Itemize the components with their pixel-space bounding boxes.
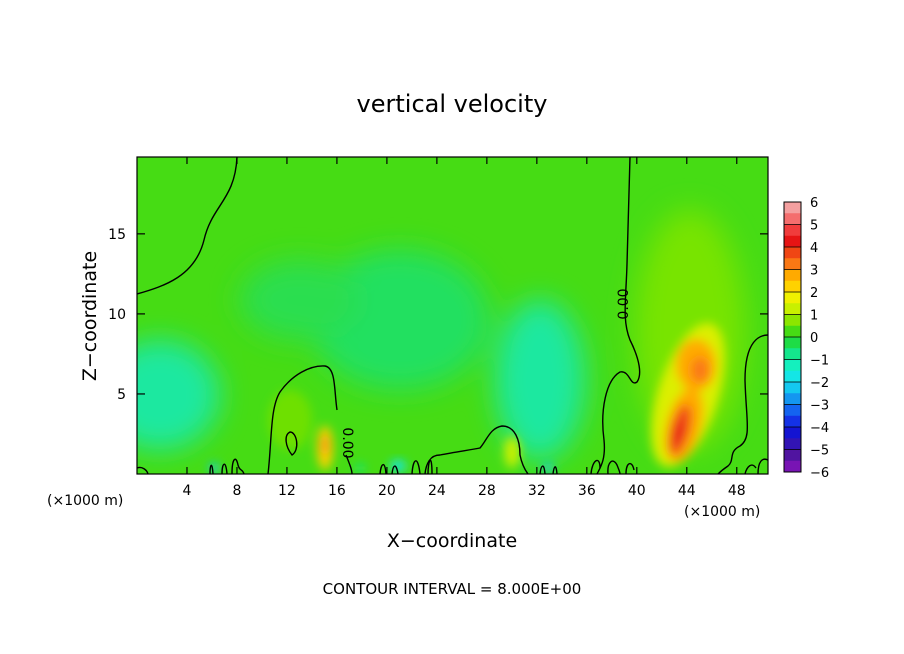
contour-line (379, 459, 433, 474)
contour-line (717, 334, 768, 474)
contour-label: 0.00 (616, 288, 632, 319)
colorbar-tick-label: 4 (810, 241, 818, 256)
x-tick-label: 28 (478, 483, 496, 499)
colorbar-tick-label: 1 (810, 309, 818, 324)
colorbar-swatch (784, 460, 801, 473)
colorbar-swatch (784, 325, 801, 338)
contour-line (137, 157, 238, 295)
contour-line (209, 458, 245, 474)
downdraft-region (137, 340, 220, 450)
contour-line (757, 458, 768, 474)
zero-contours (137, 157, 768, 474)
contour-line (596, 157, 641, 474)
plot-area: 0.00 0.00 (137, 157, 768, 474)
colorbar-swatch (784, 348, 801, 360)
plot-frame (136, 156, 769, 475)
colorbar-tick-label: −4 (810, 421, 829, 436)
contour-label: 0.00 (339, 427, 355, 458)
colorbar-swatch (784, 404, 801, 417)
surface-downdraft-spot (390, 460, 406, 472)
contour-line (137, 466, 149, 474)
surface-downdraft-spot (355, 464, 365, 472)
colorbar-tick-label: −6 (810, 466, 829, 481)
contour-line (744, 464, 757, 474)
y-axis-label: Z−coordinate (79, 251, 101, 381)
x-tick-label: 12 (278, 483, 296, 499)
colorbar-swatch (784, 415, 801, 428)
contour-line (285, 431, 298, 456)
updraft-core-peak-inner (673, 421, 683, 445)
colorbar-tick-label: −5 (810, 444, 829, 459)
x-tick-label: 8 (232, 483, 241, 499)
colorbar-tick-label: 5 (810, 219, 818, 234)
colorbar-swatch (784, 213, 801, 225)
x-tick-label: 40 (628, 483, 646, 499)
colorbar-swatch (784, 280, 801, 293)
colorbar-swatch (784, 235, 801, 248)
contour-line (625, 463, 635, 474)
colorbar-tick-label: −1 (810, 354, 829, 369)
colorbar-swatch (784, 258, 801, 270)
colorbar-swatch (784, 370, 801, 383)
colorbar-tick-label: 2 (810, 286, 818, 301)
updraft-core-upper-inner (691, 357, 709, 383)
colorbar: 6 5 4 3 2 1 0 −1 −2 −3 −4 −5 −6 (783, 196, 829, 481)
colorbar-tick-label: −3 (810, 399, 829, 414)
colorbar-tick-label: −2 (810, 376, 829, 391)
colorbar-swatch (784, 202, 801, 214)
colorbar-swatch (784, 438, 801, 450)
colorbar-tick-label: 0 (810, 331, 818, 346)
small-updraft-core (322, 435, 328, 455)
contour-line (345, 454, 353, 474)
contour-line (590, 459, 601, 474)
y-tick-label: 10 (108, 307, 126, 323)
colorbar-swatch (784, 292, 801, 304)
y-axis: 5 10 15 (108, 227, 768, 403)
colorbar-swatch (784, 314, 801, 327)
x-tick-label: 24 (428, 483, 446, 499)
x-axis-label: X−coordinate (387, 530, 517, 552)
x-tick-label: 16 (328, 483, 346, 499)
x-tick-label: 48 (728, 483, 746, 499)
contour-line (607, 460, 621, 474)
x-tick-label: 32 (528, 483, 546, 499)
y-tick-label: 5 (117, 387, 126, 403)
small-updraft (504, 436, 520, 468)
x-tick-label: 4 (183, 483, 192, 499)
colorbar-tick-label: 6 (810, 196, 818, 211)
colorbar-swatch (784, 224, 801, 237)
contour-line (539, 465, 558, 474)
weak-updraft (268, 390, 312, 450)
colorbar-swatch (784, 247, 801, 259)
weak-downdraft-region (240, 260, 360, 340)
x-tick-label: 44 (678, 483, 696, 499)
colorbar-swatch (784, 359, 801, 372)
x-unit-label-left: (×1000 m) (47, 493, 123, 509)
colorbar-swatch (784, 393, 801, 405)
x-tick-label: 36 (578, 483, 596, 499)
colorbar-swatch (784, 337, 801, 349)
colorbar-swatch (784, 269, 801, 282)
contour-line (267, 365, 338, 474)
colorbar-swatch (784, 382, 801, 394)
x-axis: 4 8 12 16 20 24 28 32 36 40 44 48 (183, 157, 746, 499)
contour-interval-note: CONTOUR INTERVAL = 8.000E+00 (323, 580, 582, 598)
y-tick-label: 15 (108, 227, 126, 243)
colorbar-swatch (784, 427, 801, 439)
x-tick-label: 20 (378, 483, 396, 499)
colorbar-tick-label: 3 (810, 264, 818, 279)
contour-line (424, 425, 529, 474)
colorbar-swatch (784, 303, 801, 315)
surface-downdraft-spot (543, 463, 553, 473)
chart-title: vertical velocity (357, 90, 548, 118)
x-unit-label-right: (×1000 m) (684, 504, 760, 520)
downdraft-region (495, 300, 585, 460)
colorbar-swatch (784, 449, 801, 462)
